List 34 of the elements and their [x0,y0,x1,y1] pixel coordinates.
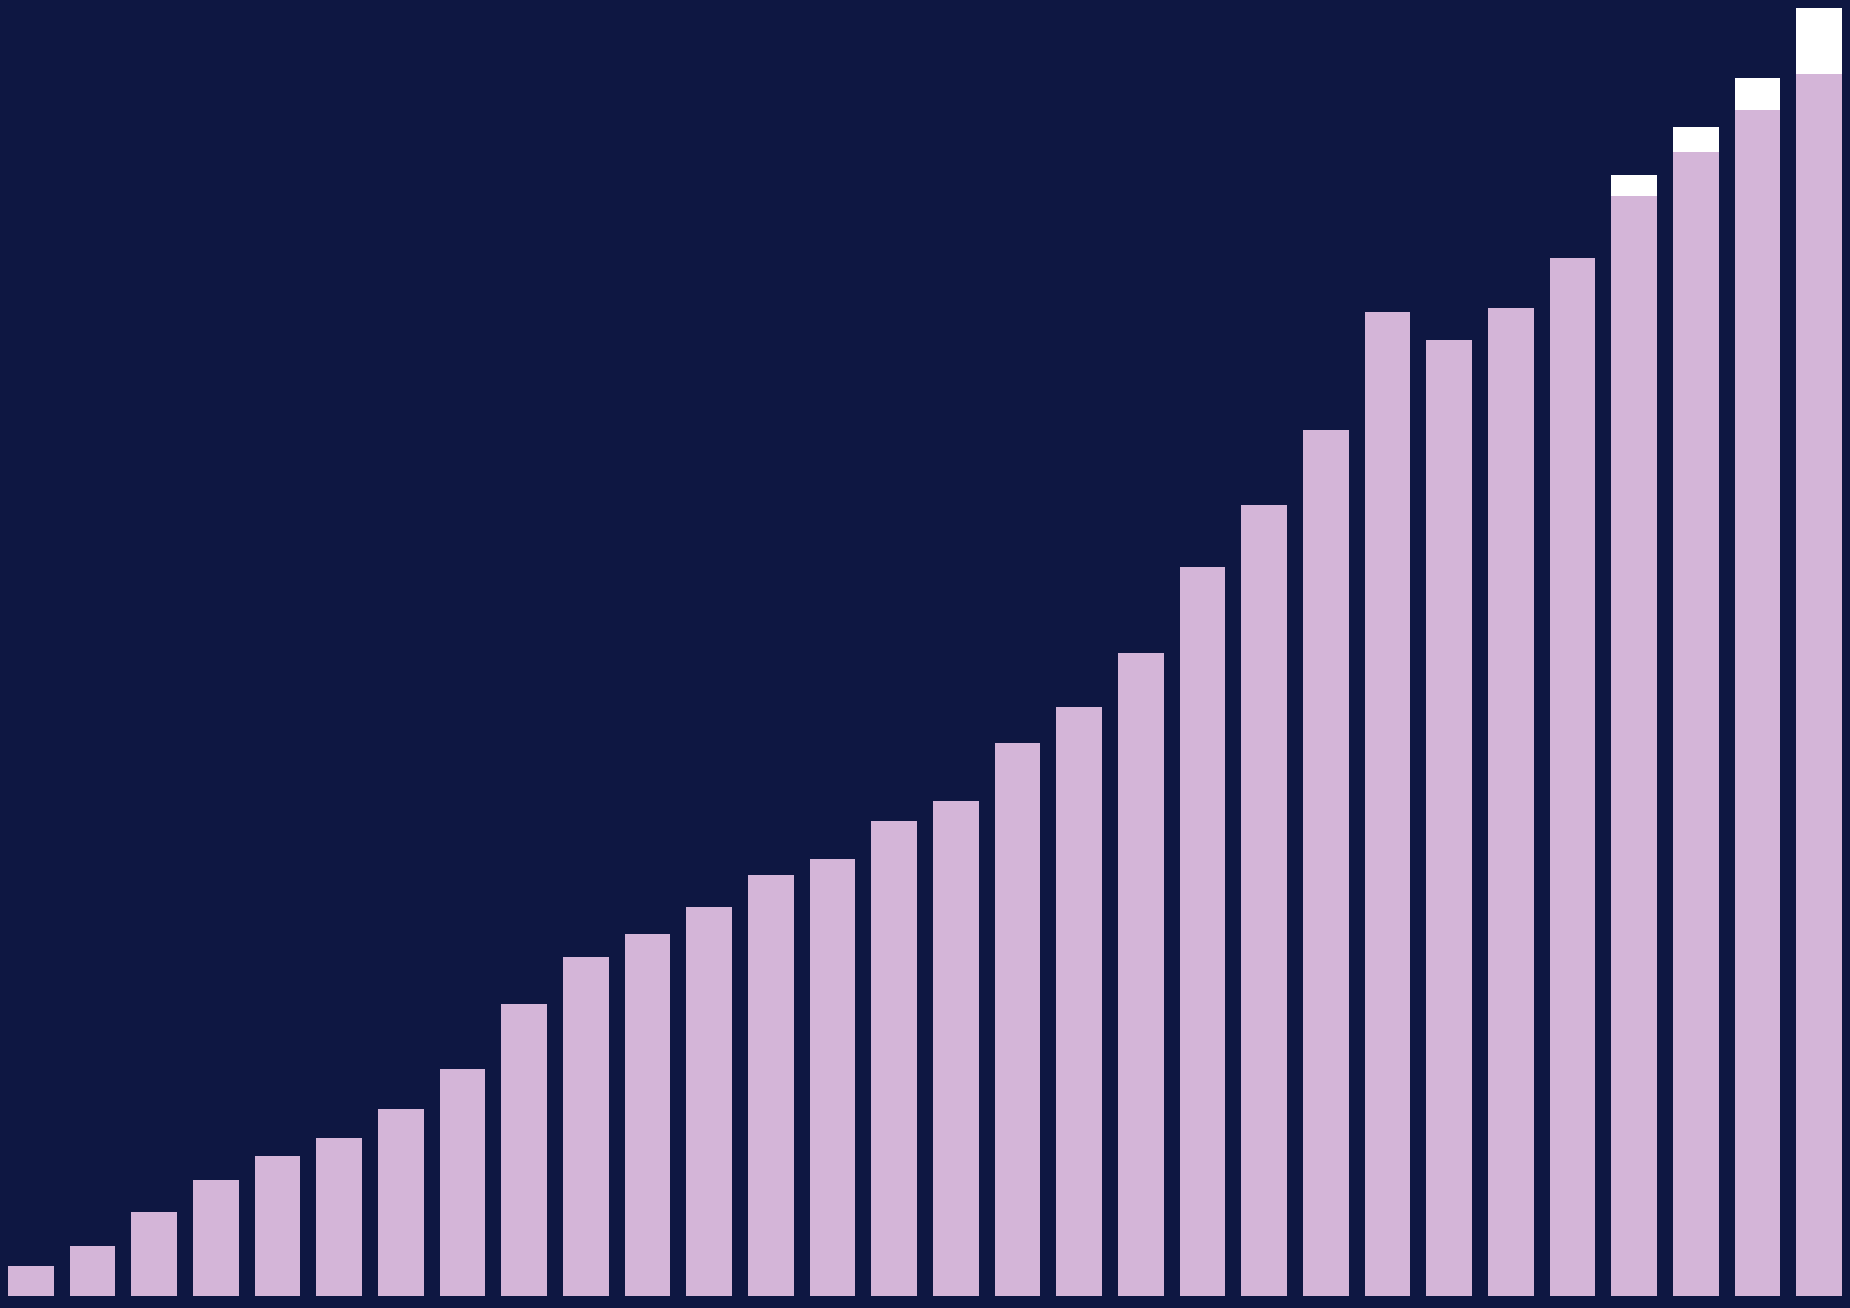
bar [933,801,979,1296]
bar [1796,73,1842,1296]
bar [1056,707,1102,1296]
bar [8,1266,54,1296]
bar [1611,175,1657,197]
bar [1118,653,1164,1296]
bar [1549,257,1596,1296]
bar [1426,340,1472,1296]
bar [1488,308,1534,1296]
bar [686,907,732,1296]
bar [378,1109,424,1296]
bar [131,1212,177,1296]
bar [748,874,794,1296]
bar [316,1137,362,1296]
bar [69,1245,116,1296]
bar [1303,430,1349,1296]
bar [1734,109,1781,1296]
bar [1241,505,1287,1296]
bar [994,743,1041,1296]
bar [1611,196,1657,1296]
bar [1734,77,1781,110]
bar [563,957,609,1296]
bar [501,1003,547,1296]
bar [439,1069,486,1296]
bar [1796,8,1842,74]
bar [1179,567,1226,1296]
bar [1673,152,1719,1296]
bar [871,820,917,1296]
bar [809,859,856,1296]
bar [624,934,671,1296]
bar [254,1155,301,1296]
bar [193,1180,239,1296]
bar [1364,311,1411,1296]
bar [1673,126,1719,153]
